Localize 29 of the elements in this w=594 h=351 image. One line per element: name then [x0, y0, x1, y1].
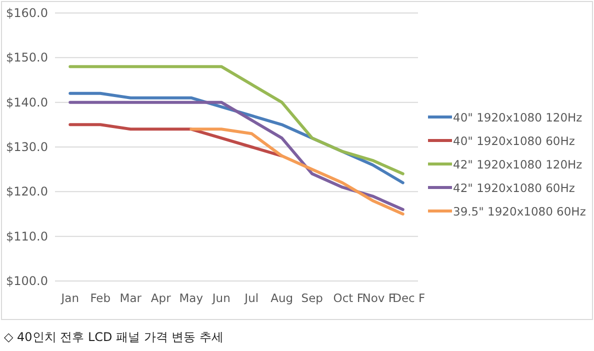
- y-tick-label: $100.0: [6, 274, 48, 288]
- x-tick-label: May: [179, 291, 204, 305]
- x-tick-label: Oct F: [333, 291, 364, 305]
- x-tick-label: Apr: [150, 291, 172, 305]
- legend-label: 42" 1920x1080 60Hz: [453, 181, 575, 195]
- y-tick-label: $120.0: [6, 184, 48, 199]
- x-tick-label: Dec F: [392, 291, 426, 305]
- line-series: [190, 128, 404, 216]
- y-tick-label: $130.0: [6, 140, 48, 154]
- x-tick-label: Jan: [60, 291, 79, 305]
- x-tick-label: Nov F: [362, 291, 395, 305]
- legend-label: 39.5" 1920x1080 60Hz: [453, 204, 586, 218]
- y-tick-label: $110.0: [6, 229, 48, 244]
- legend-label: 40" 1920x1080 60Hz: [453, 134, 575, 148]
- y-tick-label: $140.0: [6, 95, 48, 110]
- line-series: [68, 65, 404, 176]
- legend-label: 40" 1920x1080 120Hz: [453, 110, 582, 124]
- line-series: [68, 123, 284, 158]
- line-series: [68, 100, 404, 212]
- x-tick-label: Mar: [120, 291, 142, 305]
- x-tick-label: Aug: [270, 291, 294, 305]
- x-tick-label: Jul: [244, 291, 259, 305]
- x-tick-label: Feb: [90, 291, 111, 305]
- text: ◇ 40인치 전후 LCD 패널 가격 변동 추세: [4, 330, 224, 344]
- x-tick-label: Sep: [301, 291, 323, 305]
- legend-label: 42" 1920x1080 120Hz: [453, 158, 582, 172]
- x-tick-label: Jun: [211, 291, 230, 305]
- y-tick-label: $160.0: [6, 6, 48, 20]
- y-tick-label: $150.0: [6, 50, 48, 65]
